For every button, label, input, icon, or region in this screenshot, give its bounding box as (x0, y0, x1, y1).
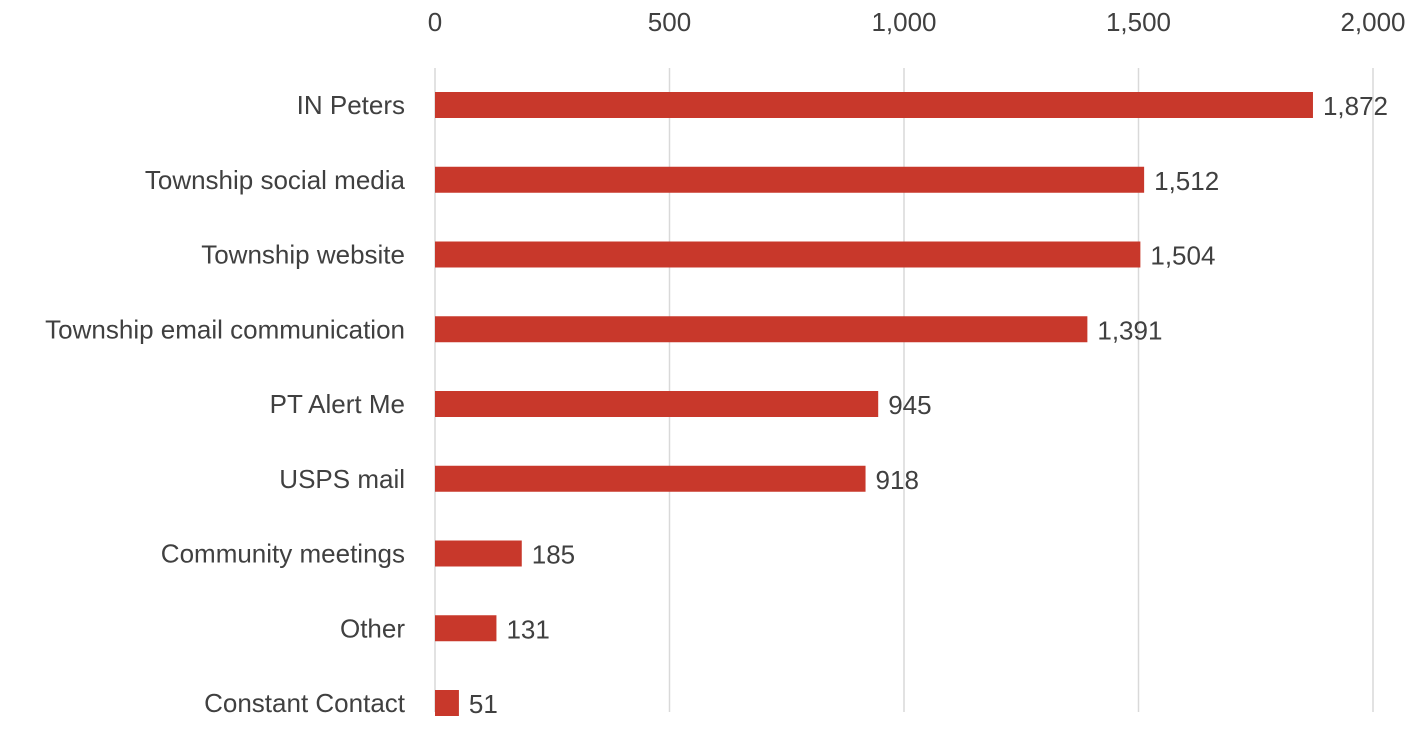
bar (435, 166, 1145, 193)
category-label: Constant Contact (204, 688, 406, 718)
bars (435, 92, 1313, 716)
category-labels: IN Peters Township social media Township w… (45, 90, 406, 718)
bar (435, 391, 879, 417)
data-label: 1,872 (1323, 91, 1388, 121)
category-label: IN Peters (297, 90, 405, 120)
category-label: Township social media (145, 165, 406, 195)
data-label: 1,504 (1150, 241, 1215, 271)
data-label: 131 (506, 614, 549, 644)
value-labels: 1,872 1,512 1,504 1,391 945 918 185 131 51 (469, 91, 1388, 719)
x-tick-label: 0 (428, 7, 442, 37)
x-tick-label: 1,500 (1106, 7, 1171, 37)
bar (435, 92, 1313, 118)
data-label: 1,512 (1154, 166, 1219, 196)
category-label: Township email communication (45, 314, 405, 344)
bar (435, 241, 1141, 268)
data-label: 51 (469, 689, 498, 719)
bar (435, 465, 866, 492)
category-label: PT Alert Me (270, 389, 405, 419)
x-tick-label: 500 (648, 7, 691, 37)
x-axis-ticks: 0 500 1,000 1,500 2,000 (428, 7, 1406, 37)
bar (435, 540, 522, 567)
bar (435, 316, 1088, 343)
data-label: 918 (876, 465, 919, 495)
data-label: 945 (888, 390, 931, 420)
bar (435, 690, 459, 716)
x-tick-label: 1,000 (871, 7, 936, 37)
bar (435, 615, 497, 642)
category-label: USPS mail (279, 464, 405, 494)
category-label: Community meetings (161, 539, 405, 569)
category-label: Township website (201, 240, 405, 270)
category-label: Other (340, 613, 405, 643)
data-label: 1,391 (1097, 315, 1162, 345)
x-tick-label: 2,000 (1340, 7, 1405, 37)
data-label: 185 (532, 540, 575, 570)
